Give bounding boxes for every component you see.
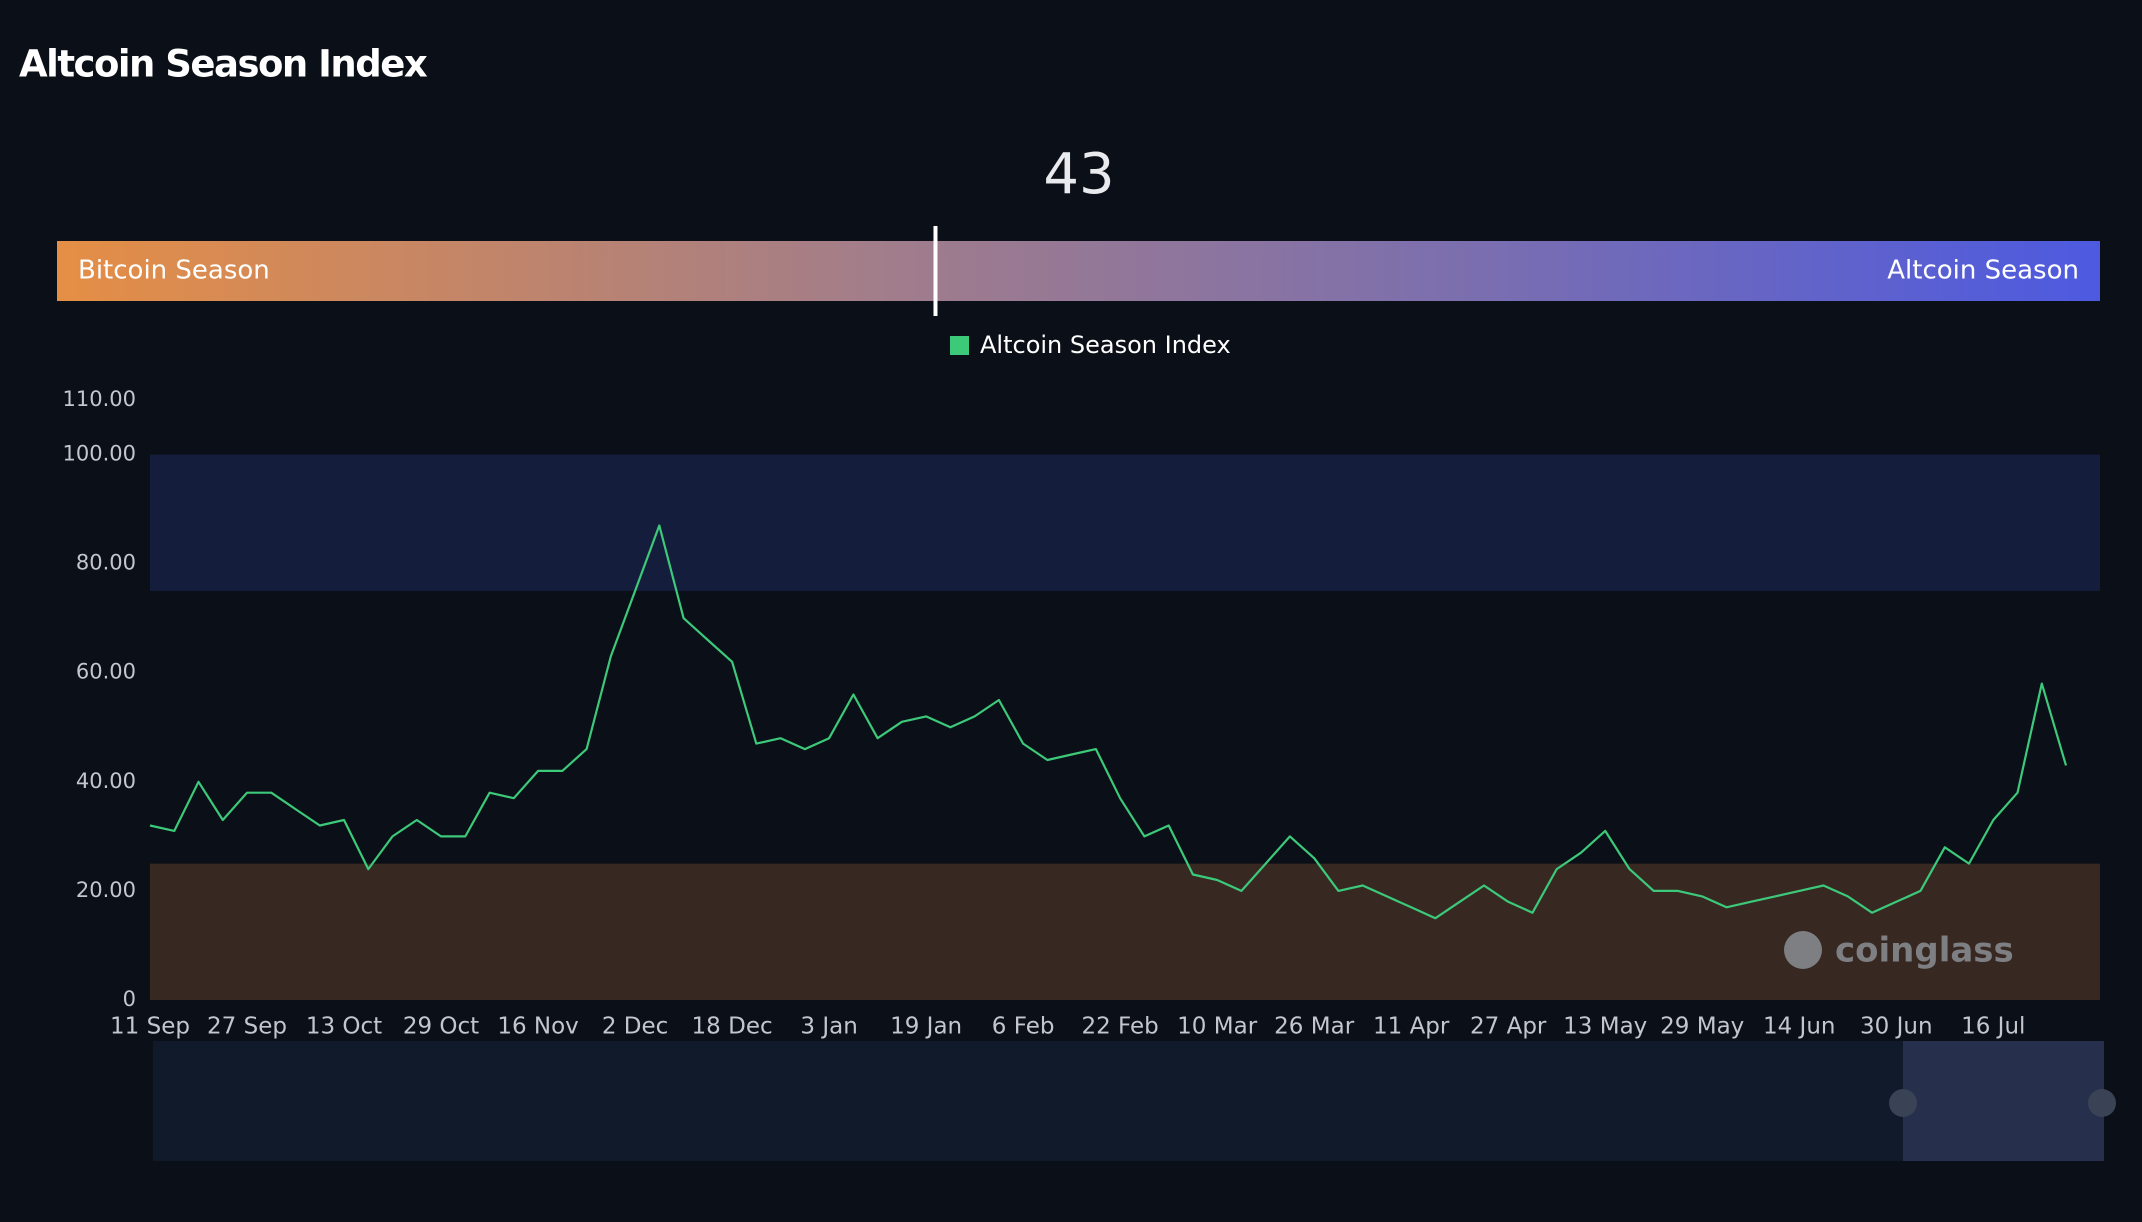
- y-tick-label: 110.00: [63, 387, 136, 411]
- x-tick-label: 16 Nov: [497, 1014, 578, 1040]
- navigator-selection[interactable]: [1903, 1041, 2104, 1161]
- watermark: coinglass: [1835, 931, 2014, 971]
- x-tick-label: 26 Mar: [1274, 1014, 1355, 1040]
- x-tick-label: 30 Jun: [1860, 1014, 1933, 1040]
- x-tick-label: 13 Oct: [306, 1014, 382, 1040]
- band: [150, 863, 2100, 1000]
- legend-swatch: [950, 336, 969, 355]
- x-tick-label: 29 May: [1660, 1014, 1744, 1040]
- navigator-handle[interactable]: [2088, 1089, 2116, 1117]
- x-tick-label: 3 Jan: [800, 1014, 857, 1040]
- y-tick-label: 100.00: [63, 442, 136, 466]
- band: [150, 454, 2100, 591]
- x-tick-label: 11 Apr: [1373, 1014, 1450, 1040]
- x-tick-label: 2 Dec: [602, 1014, 668, 1040]
- navigator: [153, 1041, 2116, 1161]
- x-tick-label: 29 Oct: [403, 1014, 479, 1040]
- gauge-value: 43: [1043, 142, 1114, 207]
- x-tick-label: 10 Mar: [1177, 1014, 1258, 1040]
- x-tick-label: 27 Apr: [1470, 1014, 1547, 1040]
- y-tick-label: 20.00: [76, 878, 136, 902]
- legend-label: Altcoin Season Index: [980, 331, 1231, 359]
- navigator-handle[interactable]: [1889, 1089, 1917, 1117]
- gauge-bar: [57, 241, 2100, 301]
- watermark-logo: [1784, 931, 1822, 969]
- gauge-left-label: Bitcoin Season: [78, 256, 270, 286]
- x-tick-label: 27 Sep: [207, 1014, 287, 1040]
- y-tick-label: 0: [123, 987, 136, 1011]
- y-tick-label: 60.00: [76, 660, 136, 684]
- x-tick-label: 13 May: [1563, 1014, 1647, 1040]
- line: [149, 524, 2068, 920]
- gauge-right-label: Altcoin Season: [1887, 256, 2079, 286]
- x-tick-label: 11 Sep: [110, 1014, 190, 1040]
- x-tick-label: 18 Dec: [692, 1014, 773, 1040]
- y-tick-label: 40.00: [76, 769, 136, 793]
- y-tick-label: 80.00: [76, 551, 136, 575]
- x-tick-label: 14 Jun: [1763, 1014, 1836, 1040]
- page-title: Altcoin Season Index: [19, 43, 428, 86]
- x-tick-label: 19 Jan: [890, 1014, 962, 1040]
- x-tick-label: 6 Feb: [992, 1014, 1055, 1040]
- x-tick-label: 16 Jul: [1961, 1014, 2025, 1040]
- navigator-bg: [153, 1041, 2104, 1161]
- x-tick-label: 22 Feb: [1081, 1014, 1158, 1040]
